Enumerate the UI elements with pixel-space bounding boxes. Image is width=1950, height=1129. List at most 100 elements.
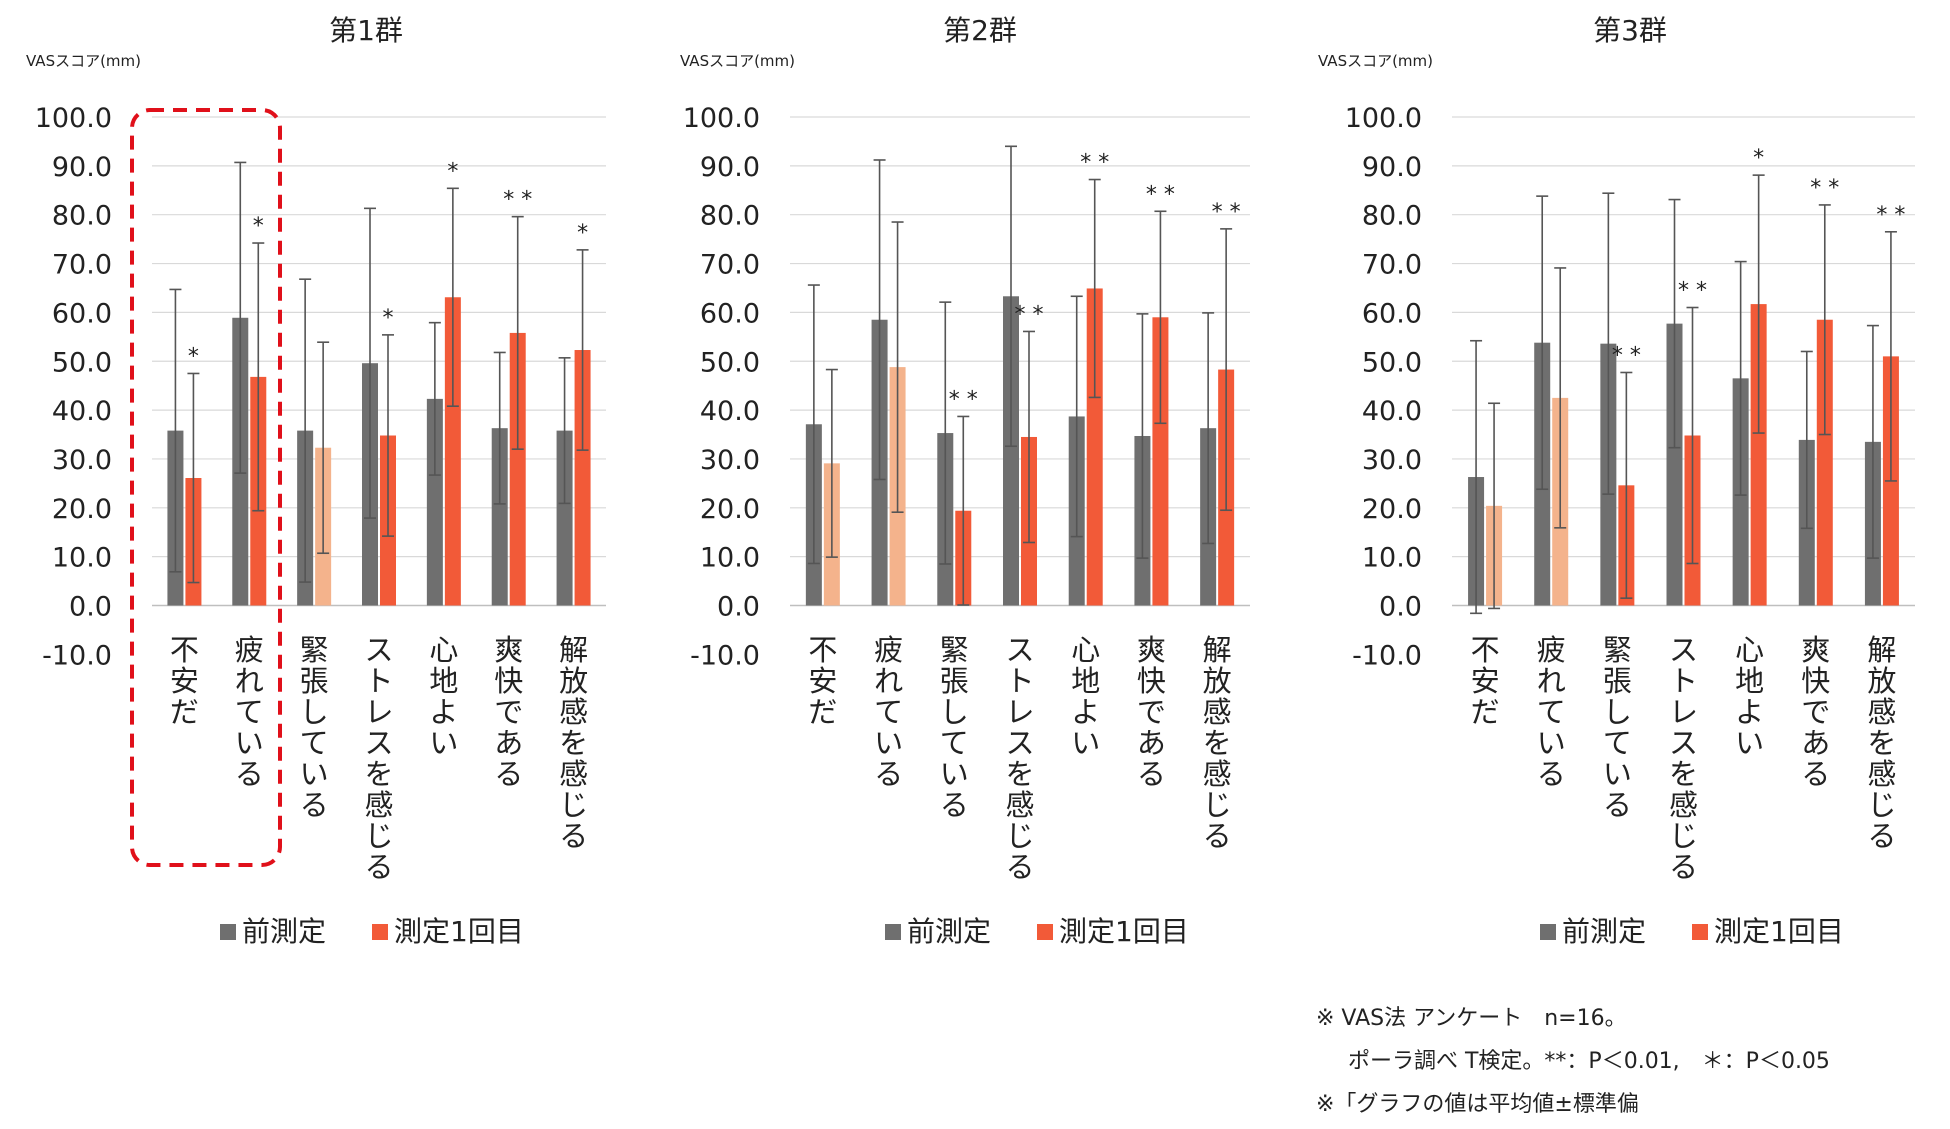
category-label-char: を	[1867, 726, 1896, 760]
category-label-char: 感	[1203, 757, 1232, 791]
y-tick-label: 50.0	[1362, 347, 1422, 378]
category-label-char: る	[1603, 788, 1632, 822]
note-line-3: ※「グラフの値は平均値±標準偏	[1316, 1092, 1639, 1117]
significance-mark: *	[447, 159, 458, 184]
category-label-char: じ	[559, 788, 588, 822]
y-tick-label: 100.0	[1345, 103, 1422, 134]
y-tick-label: 70.0	[1362, 250, 1422, 281]
category-label-char: 感	[559, 695, 588, 729]
category-label-char: 緊	[300, 633, 329, 667]
category-label-char: で	[494, 695, 523, 729]
category-label-char: を	[1669, 757, 1698, 791]
significance-mark: * *	[1212, 200, 1241, 225]
category-label-char: 地	[1071, 664, 1100, 698]
category-label-char: し	[300, 695, 329, 729]
category-label-char: る	[235, 757, 264, 791]
category-label-char: 爽	[494, 633, 523, 667]
category-label-char: あ	[1137, 726, 1166, 760]
category-label-char: い	[1603, 757, 1632, 791]
y-tick-label: 10.0	[1362, 543, 1422, 574]
y-axis-label: VASスコア(mm)	[1318, 52, 1433, 70]
y-tick-label: 60.0	[1362, 298, 1422, 329]
category-label-char: 感	[1005, 788, 1034, 822]
y-tick-label: 30.0	[52, 445, 112, 476]
y-tick-label: 20.0	[1362, 494, 1422, 525]
category-label-char: 放	[559, 664, 588, 698]
category-label-char: ト	[1005, 664, 1034, 698]
category-label-char: あ	[1801, 726, 1830, 760]
category-label-char: る	[1867, 819, 1896, 853]
bar-post	[574, 350, 591, 606]
category-label-char: 緊	[1603, 633, 1632, 667]
legend-swatch-post	[372, 924, 388, 940]
y-tick-label: 40.0	[1362, 396, 1422, 427]
category-label-char: よ	[429, 695, 458, 729]
category-label-char: れ	[235, 664, 264, 698]
category-label-char: 心	[1071, 633, 1100, 667]
category-label-char: て	[1537, 695, 1566, 729]
significance-mark: *	[577, 221, 588, 246]
category-label-char: を	[1203, 726, 1232, 760]
category-label-char: 緊	[940, 633, 969, 667]
category-label-char: る	[559, 819, 588, 853]
bar-post	[509, 332, 526, 606]
highlight-box	[130, 108, 282, 867]
note-line-1: ※ VAS法 アンケート n=16。	[1316, 1006, 1627, 1031]
category-label-char: ス	[1669, 633, 1698, 667]
category-label-char: レ	[364, 695, 393, 729]
category-label-char: ト	[1669, 664, 1698, 698]
category-label-char: る	[1005, 850, 1034, 884]
category-label-char: だ	[170, 695, 199, 729]
legend-swatch-post	[1037, 924, 1053, 940]
chart-title: 第1群	[329, 14, 403, 47]
category-label-char: ス	[364, 726, 393, 760]
category-label-char: る	[1801, 757, 1830, 791]
significance-mark: * *	[1015, 302, 1044, 327]
category-label-char: て	[300, 726, 329, 760]
category-label-char: を	[1005, 757, 1034, 791]
y-tick-label: 0.0	[1379, 592, 1422, 623]
y-tick-label: 100.0	[35, 103, 112, 134]
significance-mark: * *	[503, 188, 532, 213]
category-label-char: じ	[1669, 819, 1698, 853]
legend-label-post: 測定1回目	[1714, 915, 1844, 948]
chart-title: 第3群	[1593, 14, 1667, 47]
category-label-char: る	[940, 788, 969, 822]
bar-post	[444, 297, 461, 606]
category-label-char: 快	[1137, 664, 1166, 698]
y-tick-label: 90.0	[1362, 152, 1422, 183]
category-label-char: だ	[1471, 695, 1500, 729]
category-label-char: 放	[1203, 664, 1232, 698]
y-tick-label: 80.0	[1362, 201, 1422, 232]
category-label-char: 疲	[1537, 633, 1566, 667]
category-label-char: じ	[1203, 788, 1232, 822]
y-tick-label: 10.0	[700, 543, 760, 574]
category-label-char: い	[1537, 726, 1566, 760]
category-label-char: る	[300, 788, 329, 822]
category-label-char: 心	[1735, 633, 1764, 667]
category-label-char: あ	[494, 726, 523, 760]
category-label-char: よ	[1735, 695, 1764, 729]
legend-swatch-pre	[885, 924, 901, 940]
category-label-char: 安	[170, 664, 199, 698]
significance-mark: *	[383, 306, 394, 331]
category-label-char: る	[874, 757, 903, 791]
y-tick-label: 70.0	[52, 250, 112, 281]
y-tick-label: 90.0	[700, 152, 760, 183]
category-label-char: 放	[1867, 664, 1896, 698]
category-label-char: て	[1603, 726, 1632, 760]
category-label-char: ス	[1669, 726, 1698, 760]
category-label-char: で	[1801, 695, 1830, 729]
y-tick-label: -10.0	[1352, 640, 1422, 671]
significance-mark: * *	[949, 387, 978, 412]
significance-mark: * *	[1146, 182, 1175, 207]
significance-mark: *	[1753, 146, 1764, 171]
category-label-char: を	[364, 757, 393, 791]
category-label-char: 地	[429, 664, 458, 698]
y-tick-label: 70.0	[700, 250, 760, 281]
category-label-char: 解	[559, 633, 588, 667]
category-label-char: い	[429, 726, 458, 760]
category-label-char: 疲	[235, 633, 264, 667]
category-label-char: 感	[1669, 788, 1698, 822]
